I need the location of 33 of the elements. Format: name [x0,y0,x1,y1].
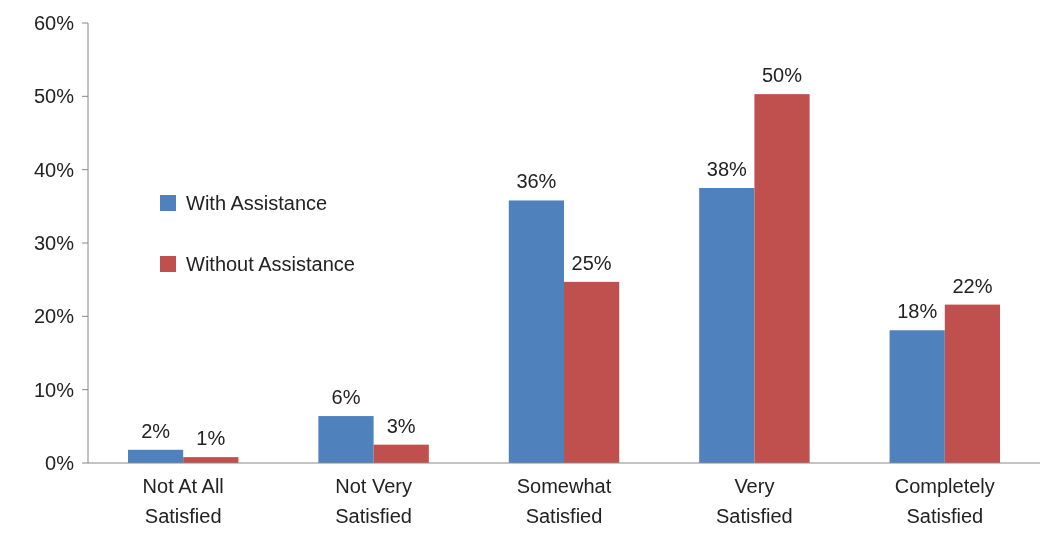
y-tick-label: 0% [45,452,75,474]
x-tick-label: Very Satisfied [716,475,793,527]
bar [754,94,810,463]
y-tick-label: 60% [33,12,75,34]
x-tick-label: Completely Satisfied [894,475,995,527]
x-tick-label: Not Very Satisfied [335,475,412,527]
bar [318,416,374,463]
data-label: 50% [761,64,803,87]
y-tick-label: 10% [33,378,75,401]
data-label: 36% [516,170,557,193]
bar [508,200,564,463]
bar [944,304,1001,463]
legend-label: With Assistance [186,192,328,214]
data-label: 3% [386,414,416,437]
bar [889,330,945,463]
bar [127,449,184,463]
data-label: 22% [952,274,993,297]
y-tick-label: 30% [33,232,75,254]
data-label: 6% [331,386,361,409]
x-tick-label: Not At All Satisfied [142,475,224,527]
data-label: 38% [706,158,748,180]
x-tick-label: Somewhat Satisfied [516,475,612,527]
bar [699,188,755,463]
data-label: 1% [196,427,226,450]
y-tick-label: 50% [33,85,75,108]
data-label: 18% [897,300,938,323]
y-tick-label: 20% [33,305,75,328]
data-label: 25% [571,251,612,274]
bar [373,444,429,463]
legend-label: Without Assistance [186,253,355,275]
bar [564,281,620,463]
data-label: 2% [141,419,171,442]
y-tick-label: 40% [33,158,75,181]
